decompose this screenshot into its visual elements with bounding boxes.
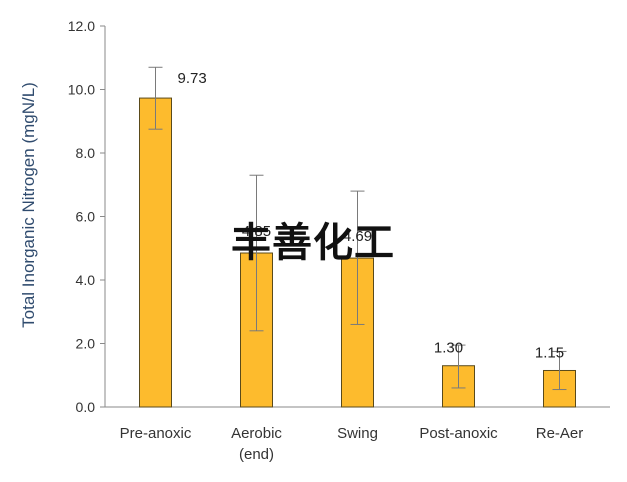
y-axis-ticks: 0.0 2.0 4.0 6.0 8.0 10.0 12.0 [68, 18, 105, 415]
data-labels: 9.73 4.85 4.69 1.30 1.15 [178, 70, 565, 361]
y-tick-label: 0.0 [76, 399, 96, 415]
bars [139, 97, 576, 408]
y-tick-label: 8.0 [76, 145, 96, 161]
data-label-4: 1.30 [434, 340, 463, 357]
x-axis-categories: Pre-anoxic Aerobic (end) Swing Post-anoxic Re… [120, 425, 584, 463]
category-label-2-line2: (end) [239, 446, 274, 463]
bar-1 [139, 97, 172, 408]
category-label-5: Re-Aer [536, 425, 584, 442]
y-tick-label: 10.0 [68, 82, 95, 98]
data-label-1: 9.73 [178, 70, 207, 87]
y-axis-label: Total Inorganic Nitrogen (mgN/L) [19, 82, 38, 328]
data-label-3: 4.69 [343, 228, 372, 245]
category-label-3: Swing [337, 425, 378, 442]
category-label-2: Aerobic [231, 425, 282, 442]
data-label-5: 1.15 [535, 344, 564, 361]
y-tick-label: 2.0 [76, 336, 96, 352]
category-label-1: Pre-anoxic [120, 425, 192, 442]
y-tick-label: 12.0 [68, 18, 95, 34]
y-tick-label: 4.0 [76, 272, 96, 288]
error-bars [148, 66, 567, 391]
data-label-2: 4.85 [242, 223, 271, 240]
watermark-text: 丰善化工 [231, 220, 395, 266]
y-tick-label: 6.0 [76, 209, 96, 225]
category-label-4: Post-anoxic [419, 425, 498, 442]
